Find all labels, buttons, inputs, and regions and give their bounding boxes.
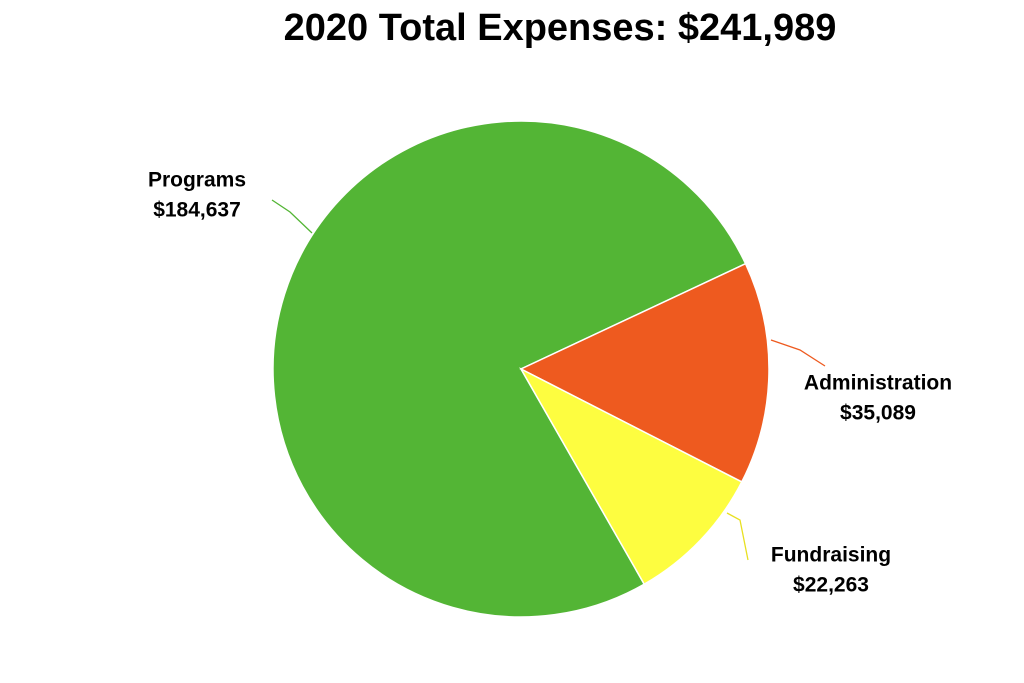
- chart-title: 2020 Total Expenses: $241,989: [284, 7, 837, 49]
- leader-line: [770, 339, 826, 367]
- pie-slice: [272, 120, 747, 618]
- pie-slice: [519, 367, 743, 586]
- slice-value-label: $184,637: [153, 199, 241, 222]
- slice-label: Programs: [148, 169, 246, 192]
- slice-label: Fundraising: [771, 544, 891, 567]
- leader-line: [726, 512, 749, 561]
- pie-slice: [519, 262, 770, 483]
- slice-value-label: $22,263: [793, 574, 869, 597]
- slice-value-label: $35,089: [840, 402, 916, 425]
- slice-label: Administration: [804, 372, 952, 395]
- leader-line: [271, 199, 313, 234]
